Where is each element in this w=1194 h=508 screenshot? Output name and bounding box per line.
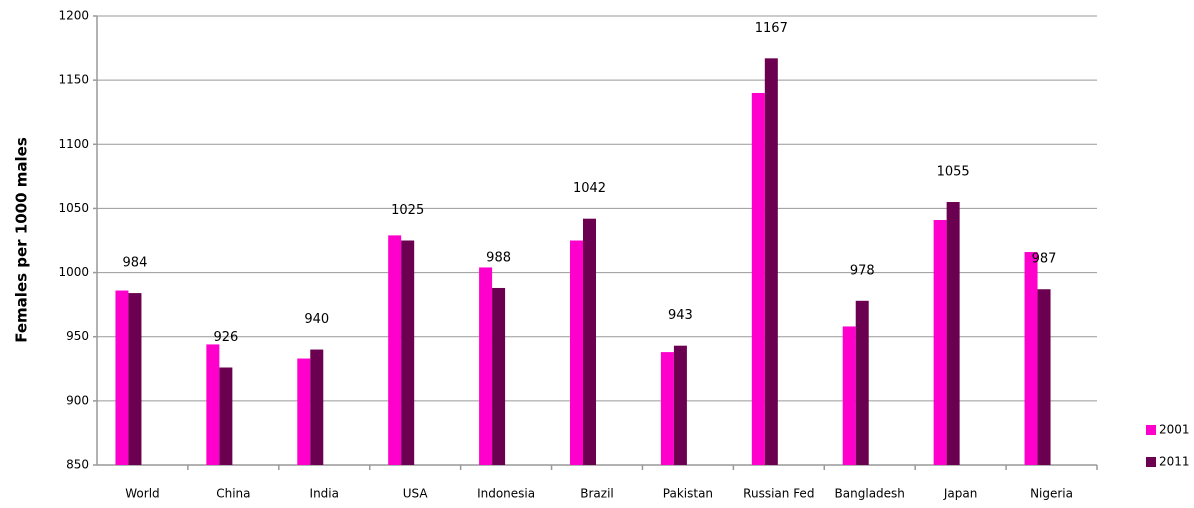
bar bbox=[310, 349, 324, 465]
bar bbox=[479, 267, 493, 465]
legend-swatch bbox=[1146, 425, 1156, 435]
bar bbox=[401, 240, 415, 465]
bar bbox=[933, 219, 947, 465]
data-label: 988 bbox=[486, 250, 511, 265]
data-label: 987 bbox=[1032, 252, 1057, 267]
data-label: 1055 bbox=[937, 165, 970, 180]
bar bbox=[583, 218, 596, 465]
bar bbox=[946, 202, 960, 465]
data-label: 978 bbox=[850, 263, 875, 278]
bar bbox=[855, 300, 869, 465]
data-label: 1025 bbox=[391, 203, 424, 218]
legend-label: 2011 bbox=[1159, 455, 1190, 469]
y-tick-label: 950 bbox=[66, 329, 89, 343]
x-tick-label: India bbox=[310, 487, 339, 501]
bar bbox=[219, 367, 233, 465]
y-tick-label: 1150 bbox=[58, 73, 89, 87]
y-axis-label: Females per 1000 males bbox=[13, 137, 31, 343]
x-tick-label: Indonesia bbox=[477, 487, 535, 501]
y-tick-label: 1200 bbox=[58, 9, 89, 23]
data-label: 940 bbox=[304, 312, 329, 327]
bar bbox=[1037, 289, 1051, 465]
bar bbox=[660, 352, 674, 465]
bar bbox=[128, 293, 142, 465]
bar bbox=[297, 358, 311, 465]
bar bbox=[842, 326, 856, 465]
data-label: 943 bbox=[668, 308, 693, 323]
x-tick-label: Pakistan bbox=[663, 487, 713, 501]
x-tick-label: World bbox=[125, 487, 159, 501]
y-tick-label: 1100 bbox=[58, 137, 89, 151]
x-tick-label: USA bbox=[403, 487, 429, 501]
x-tick-label: China bbox=[216, 487, 250, 501]
y-tick-label: 1050 bbox=[58, 201, 89, 215]
legend-swatch bbox=[1146, 457, 1156, 467]
bar bbox=[764, 58, 778, 465]
bar bbox=[673, 345, 687, 465]
legend-label: 2001 bbox=[1159, 423, 1190, 437]
x-tick-label: Nigeria bbox=[1030, 487, 1073, 501]
bar bbox=[492, 287, 506, 465]
x-tick-label: Bangladesh bbox=[835, 487, 905, 501]
bar bbox=[1024, 252, 1038, 465]
data-label: 926 bbox=[213, 330, 238, 345]
x-tick-label: Japan bbox=[943, 487, 977, 501]
data-label: 984 bbox=[123, 256, 148, 271]
y-tick-label: 850 bbox=[66, 458, 89, 472]
x-tick-label: Brazil bbox=[580, 487, 614, 501]
x-tick-label: Russian Fed bbox=[743, 487, 814, 501]
bar bbox=[570, 240, 583, 465]
bar bbox=[751, 92, 765, 465]
data-label: 1167 bbox=[755, 21, 788, 36]
y-tick-label: 1000 bbox=[58, 265, 89, 279]
bar bbox=[115, 290, 129, 465]
bar bbox=[388, 235, 402, 465]
data-label: 1042 bbox=[573, 181, 606, 196]
bar bbox=[206, 344, 220, 465]
y-tick-label: 900 bbox=[66, 393, 89, 407]
